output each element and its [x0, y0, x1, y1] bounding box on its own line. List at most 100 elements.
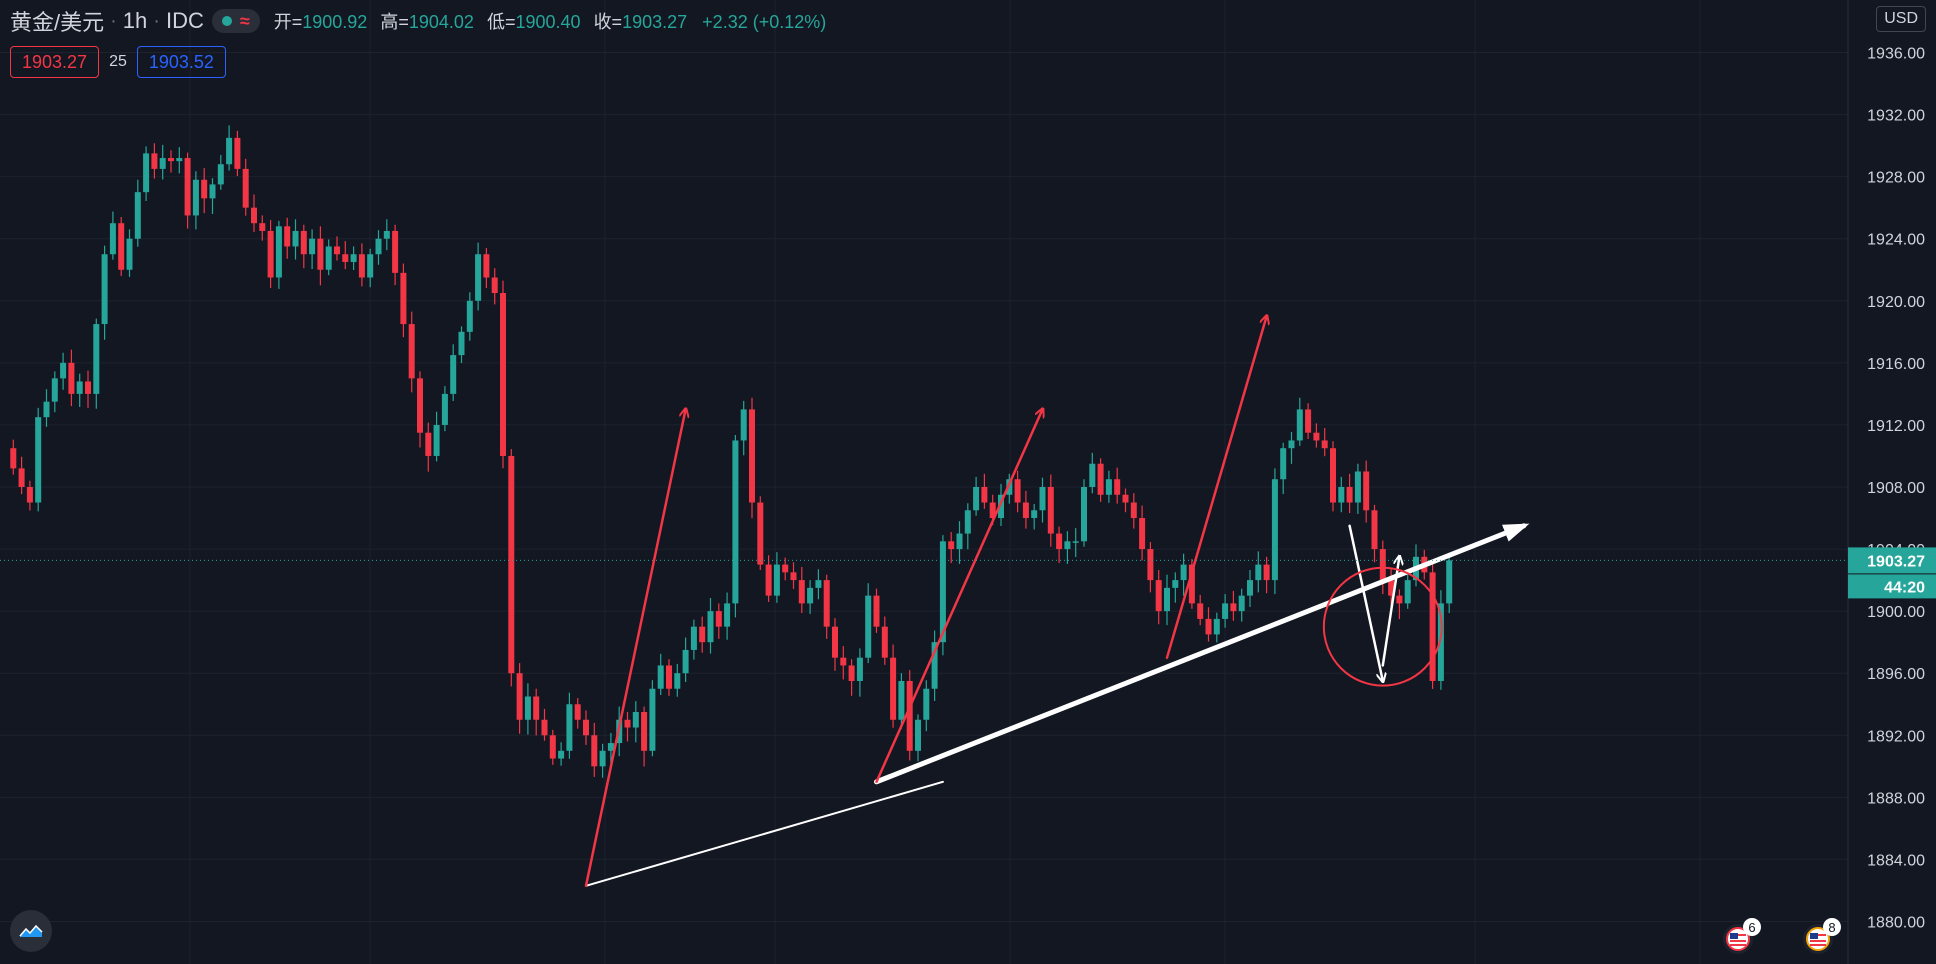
- trade-buttons: 1903.27 25 1903.52: [10, 46, 226, 78]
- candle-body: [632, 712, 639, 728]
- candle-body: [508, 455, 515, 674]
- candle-body: [458, 331, 465, 356]
- candle-body: [981, 487, 988, 503]
- us-flag-event-icon[interactable]: 8: [1803, 918, 1841, 954]
- candle-body: [367, 254, 374, 278]
- candles: [10, 125, 1453, 778]
- price-tick-label: 1916.00: [1867, 356, 1925, 373]
- candle-body: [483, 254, 490, 278]
- last-price-label: 1903.27: [1867, 553, 1925, 570]
- candle-body: [558, 750, 565, 759]
- candle-body: [26, 487, 33, 503]
- candle-body: [118, 223, 125, 270]
- price-tick-label: 1936.00: [1867, 46, 1925, 63]
- candle-body: [1288, 440, 1295, 449]
- candle-body: [93, 324, 100, 394]
- chart-header: 黄金/美元 · 1h · IDC ≈ 开=1900.92 高=1904.02 低…: [10, 6, 826, 36]
- symbol-name[interactable]: 黄金/美元: [10, 10, 105, 35]
- market-status-pill[interactable]: ≈: [211, 9, 260, 33]
- wave-icon: ≈: [239, 10, 250, 31]
- candle-body: [201, 179, 208, 199]
- candle-body: [939, 541, 946, 643]
- sell-button[interactable]: 1903.27: [10, 46, 100, 78]
- candle-body: [1313, 432, 1320, 441]
- candle-body: [466, 300, 473, 332]
- candle-body: [450, 355, 457, 394]
- candle-body: [757, 502, 764, 565]
- tradingview-logo-icon[interactable]: [10, 910, 52, 952]
- candle-body: [35, 417, 42, 503]
- candle-body: [724, 603, 731, 627]
- candle-body: [1056, 533, 1063, 550]
- candle-body: [591, 735, 598, 767]
- candle-body: [832, 626, 838, 658]
- low-value: 1900.40: [515, 12, 581, 32]
- candle-body: [773, 564, 780, 596]
- price-tick-label: 1928.00: [1867, 170, 1925, 187]
- close-value: 1903.27: [622, 12, 688, 32]
- candle-body: [491, 277, 498, 294]
- candle-body: [1089, 463, 1096, 487]
- candle-body: [1371, 510, 1378, 550]
- candle-body: [1006, 479, 1013, 495]
- candle-body: [873, 595, 880, 627]
- candle-body: [848, 665, 855, 681]
- candle-body: [159, 158, 166, 169]
- candle-body: [1105, 479, 1112, 495]
- candle-body: [1072, 541, 1079, 543]
- candle-body: [358, 254, 365, 278]
- candle-body: [1404, 580, 1411, 604]
- candle-body: [375, 238, 382, 255]
- candle-body: [417, 378, 423, 433]
- candle-body: [1330, 448, 1336, 503]
- spread-value: 25: [109, 53, 127, 70]
- price-tick-label: 1924.00: [1867, 232, 1925, 249]
- candle-body: [607, 743, 614, 751]
- candle-body: [441, 393, 448, 425]
- candle-body: [1097, 463, 1104, 495]
- candle-body: [425, 432, 432, 456]
- candle-body: [1247, 580, 1253, 596]
- price-tick-label: 1896.00: [1867, 666, 1925, 683]
- candle-body: [915, 719, 921, 751]
- annotation-trendline: [874, 523, 1530, 785]
- candle-body: [60, 362, 67, 379]
- candle-body: [890, 657, 897, 720]
- annotation-arrow: [1165, 316, 1267, 659]
- candle-body: [267, 230, 274, 278]
- interval-label[interactable]: 1h: [122, 8, 148, 33]
- candle-body: [1031, 510, 1038, 519]
- candle-body: [524, 696, 531, 720]
- candle-body: [1363, 471, 1370, 511]
- candle-body: [566, 704, 573, 751]
- candle-body: [275, 226, 282, 278]
- candle-body: [599, 750, 606, 767]
- candle-body: [217, 164, 224, 185]
- candle-body: [325, 246, 332, 270]
- candle-body: [1155, 580, 1162, 612]
- candle-body: [923, 688, 930, 720]
- candle-body: [989, 502, 996, 519]
- candle-body: [690, 626, 697, 650]
- candle-body: [657, 665, 664, 689]
- market-open-icon: [221, 16, 232, 26]
- price-tick-label: 1892.00: [1867, 728, 1925, 745]
- candle-body: [549, 735, 556, 759]
- candle-body: [1396, 595, 1403, 604]
- candle-body: [192, 179, 199, 216]
- price-tick-label: 1908.00: [1867, 480, 1925, 497]
- candle-body: [1114, 479, 1121, 495]
- close-label: 收=: [593, 12, 623, 32]
- candle-body: [1047, 487, 1054, 534]
- candle-body: [1213, 618, 1220, 635]
- us-flag-event-icon[interactable]: 6: [1723, 918, 1761, 954]
- candle-body: [10, 448, 17, 469]
- currency-button[interactable]: USD: [1876, 6, 1926, 32]
- buy-button[interactable]: 1903.52: [136, 46, 226, 78]
- price-axis[interactable]: 1936.00 1932.00 1928.00 1924.00 1920.00 1916.…: [1847, 0, 1936, 964]
- price-tick-label: 1888.00: [1867, 790, 1925, 807]
- candle-body: [1172, 580, 1179, 588]
- candle-body: [1255, 564, 1262, 581]
- change-value: +2.32 (+0.12%): [702, 12, 827, 32]
